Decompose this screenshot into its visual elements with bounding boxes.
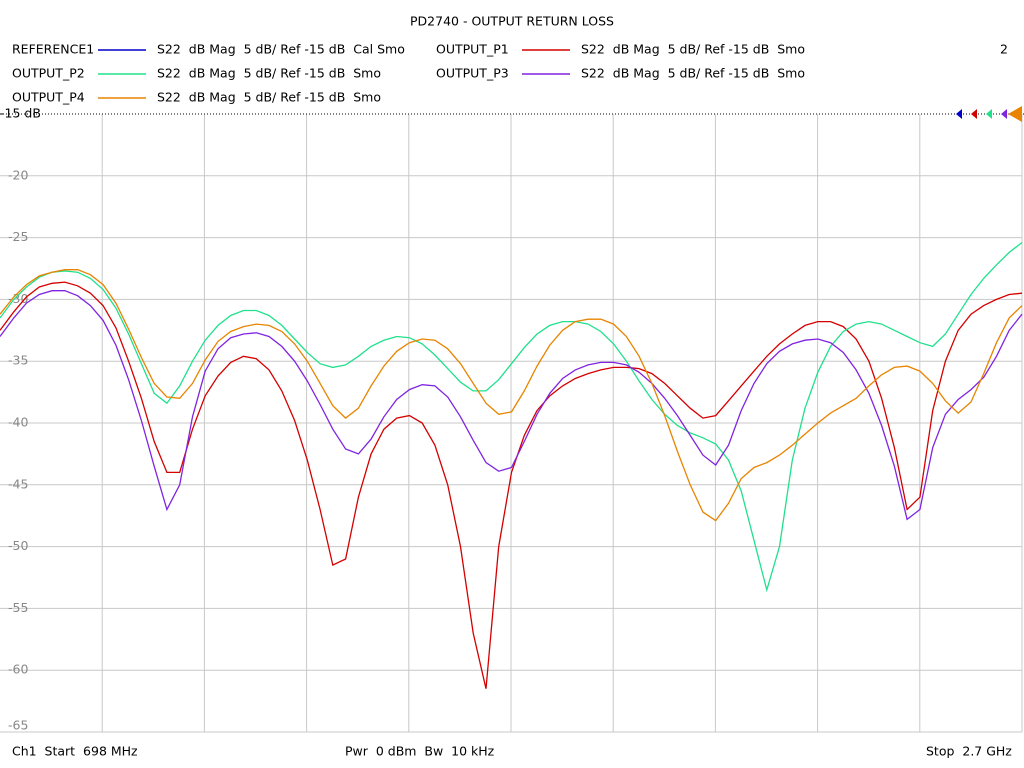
trace-marker [986, 109, 992, 119]
footer-stop: Stop 2.7 GHz [926, 744, 1012, 759]
channel-indicator: 2 [1000, 42, 1008, 57]
trace-marker [1008, 106, 1022, 122]
footer-power: Pwr 0 dBm Bw 10 kHz [345, 744, 495, 759]
y-tick-label: -30 [8, 291, 28, 306]
y-tick-label: -45 [8, 476, 28, 491]
y-tick-label: -40 [8, 415, 28, 430]
trace-marker [956, 109, 962, 119]
trace-line [0, 269, 1023, 522]
footer-start: Ch1 Start 698 MHz [12, 744, 138, 759]
legend-format: S22 dB Mag 5 dB/ Ref -15 dB Smo [581, 42, 805, 57]
trace-line [0, 290, 1023, 521]
y-tick-label: -15 dB [0, 106, 41, 121]
trace-marker [971, 109, 977, 119]
legend-format: S22 dB Mag 5 dB/ Ref -15 dB Smo [581, 66, 805, 81]
legend-name: OUTPUT_P4 [12, 90, 85, 105]
legend-name: OUTPUT_P3 [436, 66, 509, 81]
y-tick-label: -25 [8, 229, 28, 244]
legend-name: REFERENCE1 [12, 42, 94, 57]
trace-marker [1001, 109, 1007, 119]
legend-format: S22 dB Mag 5 dB/ Ref -15 dB Cal Smo [157, 42, 405, 57]
chart-title: PD2740 - OUTPUT RETURN LOSS [410, 14, 614, 29]
y-tick-label: -35 [8, 353, 28, 368]
y-tick-label: -55 [8, 600, 28, 615]
y-tick-label: -50 [8, 538, 28, 553]
legend-name: OUTPUT_P2 [12, 66, 85, 81]
plot-area [0, 241, 1023, 689]
y-tick-label: -60 [8, 662, 28, 677]
legend-format: S22 dB Mag 5 dB/ Ref -15 dB Smo [157, 90, 381, 105]
legend-format: S22 dB Mag 5 dB/ Ref -15 dB Smo [157, 66, 381, 81]
y-tick-label: -65 [8, 718, 28, 733]
y-tick-label: -20 [8, 167, 28, 182]
trace-line [0, 281, 1023, 689]
legend-name: OUTPUT_P1 [436, 42, 509, 57]
